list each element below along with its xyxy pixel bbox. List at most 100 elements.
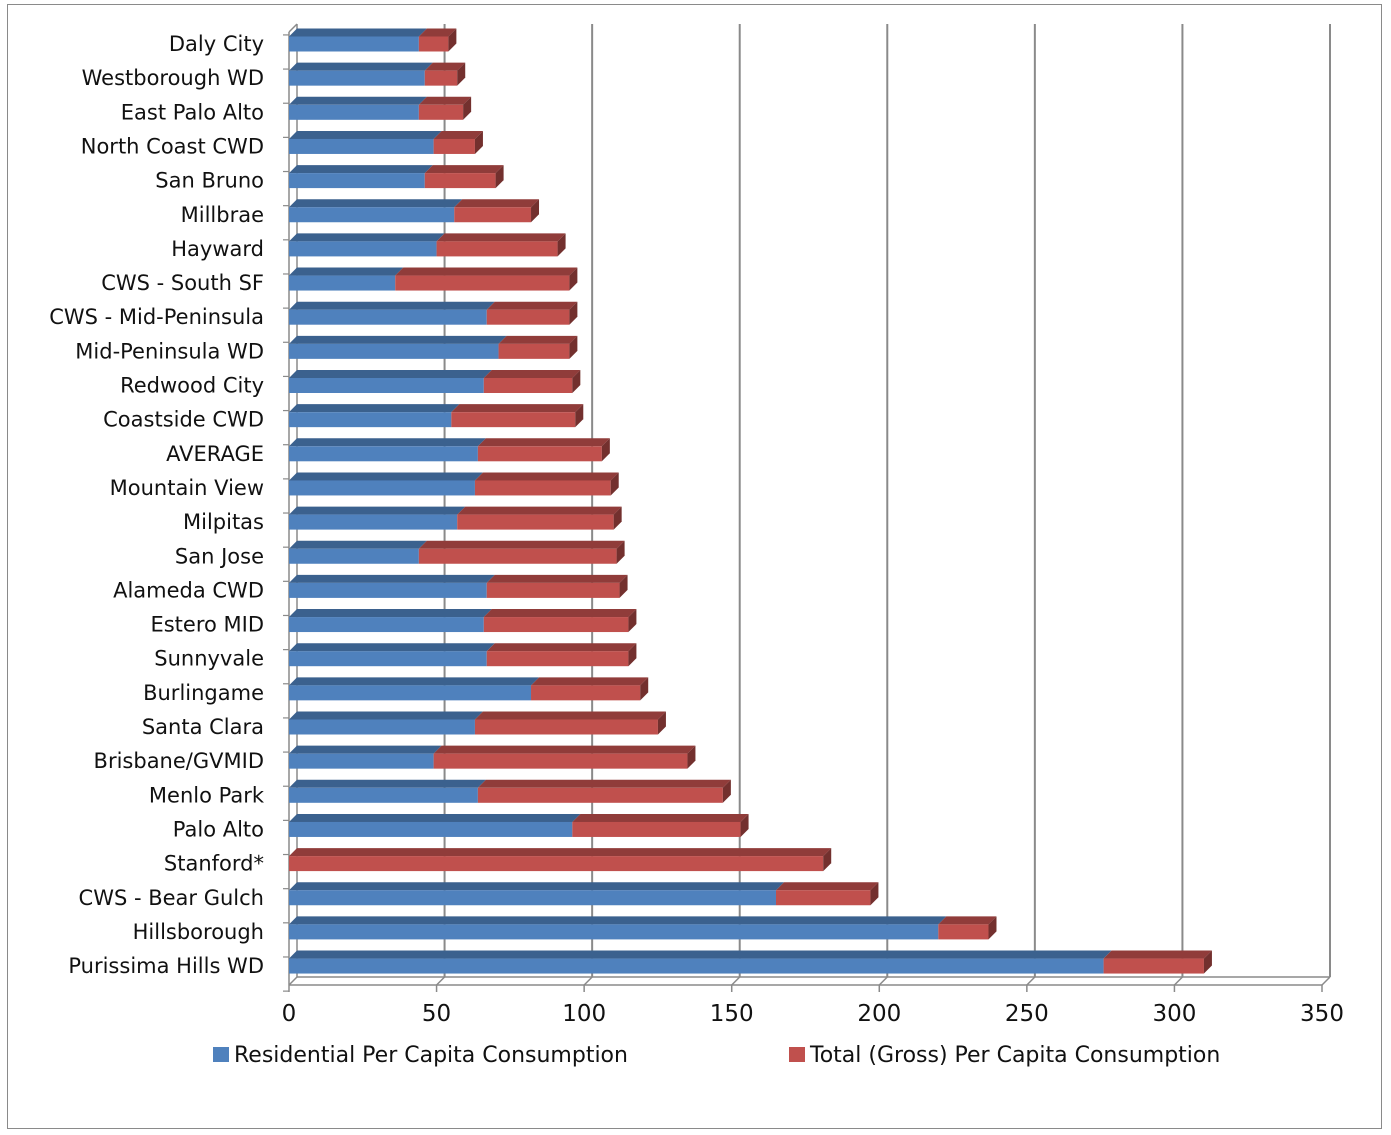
bar-segment <box>483 378 573 393</box>
bar-top-face <box>424 62 466 71</box>
bar-top-face <box>289 199 463 208</box>
category-label: Stanford* <box>164 852 264 876</box>
bar-top-face <box>454 199 540 208</box>
left-wall-top <box>288 23 298 33</box>
bar-segment <box>289 958 1104 974</box>
bar-segment <box>531 685 641 701</box>
bar-top-face <box>418 28 457 37</box>
bar-segment <box>474 719 658 735</box>
bar-top-face <box>474 472 619 481</box>
bar-segment <box>289 275 396 291</box>
bar-top-face <box>433 745 696 754</box>
category-label: Mountain View <box>110 476 264 500</box>
x-tick-label: 50 <box>422 1001 451 1027</box>
bar-side-face <box>619 574 628 598</box>
legend: Residential Per Capita Consumption Total … <box>213 1043 1220 1068</box>
bar-segment <box>474 480 611 496</box>
bar-side-face <box>474 130 483 154</box>
category-label: AVERAGE <box>166 442 264 466</box>
x-tick-label: 350 <box>1300 1001 1344 1027</box>
legend-label: Residential Per Capita Consumption <box>234 1043 628 1068</box>
bar-side-face <box>572 370 581 393</box>
category-label: Purissima Hills WD <box>68 954 264 978</box>
bar-side-face <box>988 916 997 940</box>
bar-segment <box>418 548 617 564</box>
bar-top-face <box>289 745 442 754</box>
bar-side-face <box>613 506 622 530</box>
bar-top-face <box>483 370 581 378</box>
bar-segment <box>486 651 629 667</box>
bar-top-face <box>289 813 581 822</box>
bar-segment <box>486 582 620 598</box>
bar-top-face <box>938 916 997 925</box>
bar-top-face <box>289 779 486 788</box>
category-label: North Coast CWD <box>81 134 264 158</box>
category-label: Estero MID <box>150 613 264 637</box>
category-label: CWS - South SF <box>101 271 264 295</box>
category-label: Menlo Park <box>149 783 265 807</box>
bars <box>289 28 1212 974</box>
bar-segment <box>289 924 939 940</box>
category-label: Mid-Peninsula WD <box>75 339 264 363</box>
bar-segment <box>289 446 478 462</box>
bar-top-face <box>289 882 784 891</box>
bar-side-face <box>557 233 566 257</box>
x-tick-label: 200 <box>857 1001 901 1027</box>
bar-side-face <box>657 711 666 735</box>
category-label: CWS - Mid-Peninsula <box>49 305 264 329</box>
bar-segment <box>289 480 475 496</box>
bar-top-face <box>775 882 879 891</box>
bar-side-face <box>457 62 466 86</box>
bar-side-face <box>640 677 649 701</box>
bar-segment <box>289 617 484 633</box>
bar-segment <box>424 70 458 86</box>
x-tick-label: 100 <box>562 1001 606 1027</box>
bar-segment <box>289 548 419 564</box>
bar-side-face <box>575 404 584 428</box>
legend-swatch <box>789 1047 805 1062</box>
bar-top-face <box>486 574 628 583</box>
bar-segment <box>289 104 419 120</box>
bar-side-face <box>463 96 472 120</box>
bar-top-face <box>1103 950 1212 959</box>
bar-segment <box>1103 958 1204 974</box>
bar-segment <box>572 821 741 837</box>
floor-depth-line <box>583 976 593 986</box>
bar-top-face <box>289 301 495 310</box>
bar-top-face <box>451 404 584 413</box>
bar-top-face <box>486 301 578 310</box>
bar-side-face <box>610 472 619 496</box>
bar-top-face <box>289 574 495 583</box>
bar-segment <box>289 821 573 837</box>
category-label: Milpitas <box>183 510 264 534</box>
bar-top-face <box>289 267 404 276</box>
bar-segment <box>775 890 871 906</box>
bar-top-face <box>289 370 492 378</box>
bar-segment <box>289 514 458 530</box>
category-label: Brisbane/GVMID <box>94 749 264 773</box>
bar-segment <box>498 343 570 359</box>
bar-top-face <box>477 779 731 788</box>
category-label: Alameda CWD <box>113 578 264 602</box>
x-tick-label: 0 <box>282 1001 297 1027</box>
bar-top-face <box>483 609 637 618</box>
category-label: San Jose <box>175 544 264 568</box>
bar-segment <box>289 856 824 872</box>
bar-top-face <box>289 472 483 481</box>
floor-depth-line <box>1321 976 1331 986</box>
bar-top-face <box>424 165 504 174</box>
bar-top-face <box>289 916 947 925</box>
bar-top-face <box>457 506 622 515</box>
category-label: Daly City <box>169 32 264 56</box>
bar-top-face <box>289 96 427 105</box>
bar-segment <box>483 617 629 633</box>
legend-label: Total (Gross) Per Capita Consumption <box>809 1043 1220 1068</box>
bar-top-face <box>289 335 507 344</box>
category-label: CWS - Bear Gulch <box>79 886 264 910</box>
bar-top-face <box>289 711 483 720</box>
x-tick-label: 150 <box>710 1001 754 1027</box>
bar-top-face <box>289 62 433 71</box>
bar-segment <box>436 241 558 257</box>
bar-side-face <box>628 609 637 633</box>
